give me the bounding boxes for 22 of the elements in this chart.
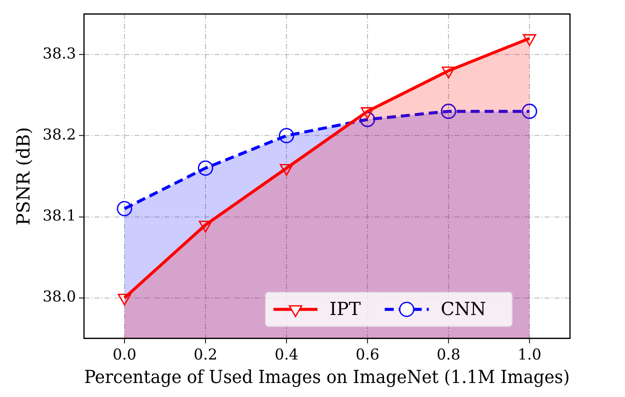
x-tick-label: 1.0 [518,345,542,364]
x-axis-title: Percentage of Used Images on ImageNet (1.1M Images) [84,367,570,388]
point [198,160,214,176]
point [116,200,132,216]
x-tick-label: 0.2 [194,345,218,364]
y-axis-title: PSNR (dB) [13,127,34,226]
x-tick-label: 0.0 [112,345,136,364]
x-tick-label: 0.6 [356,345,380,364]
y-tick-label: 38.1 [42,206,76,225]
point [278,128,294,144]
y-tick-label: 38.0 [42,288,76,306]
y-tick-label: 38.2 [42,126,76,144]
point [440,104,456,119]
point [522,104,538,119]
legend-label: CNN [440,299,486,320]
y-tick-label: 38.3 [42,44,76,62]
point [280,164,294,176]
point [118,294,132,306]
point [198,220,212,233]
x-tick-label: 0.8 [436,345,460,364]
legend-label: IPT [330,299,361,320]
x-tick-label: 0.4 [274,345,298,364]
